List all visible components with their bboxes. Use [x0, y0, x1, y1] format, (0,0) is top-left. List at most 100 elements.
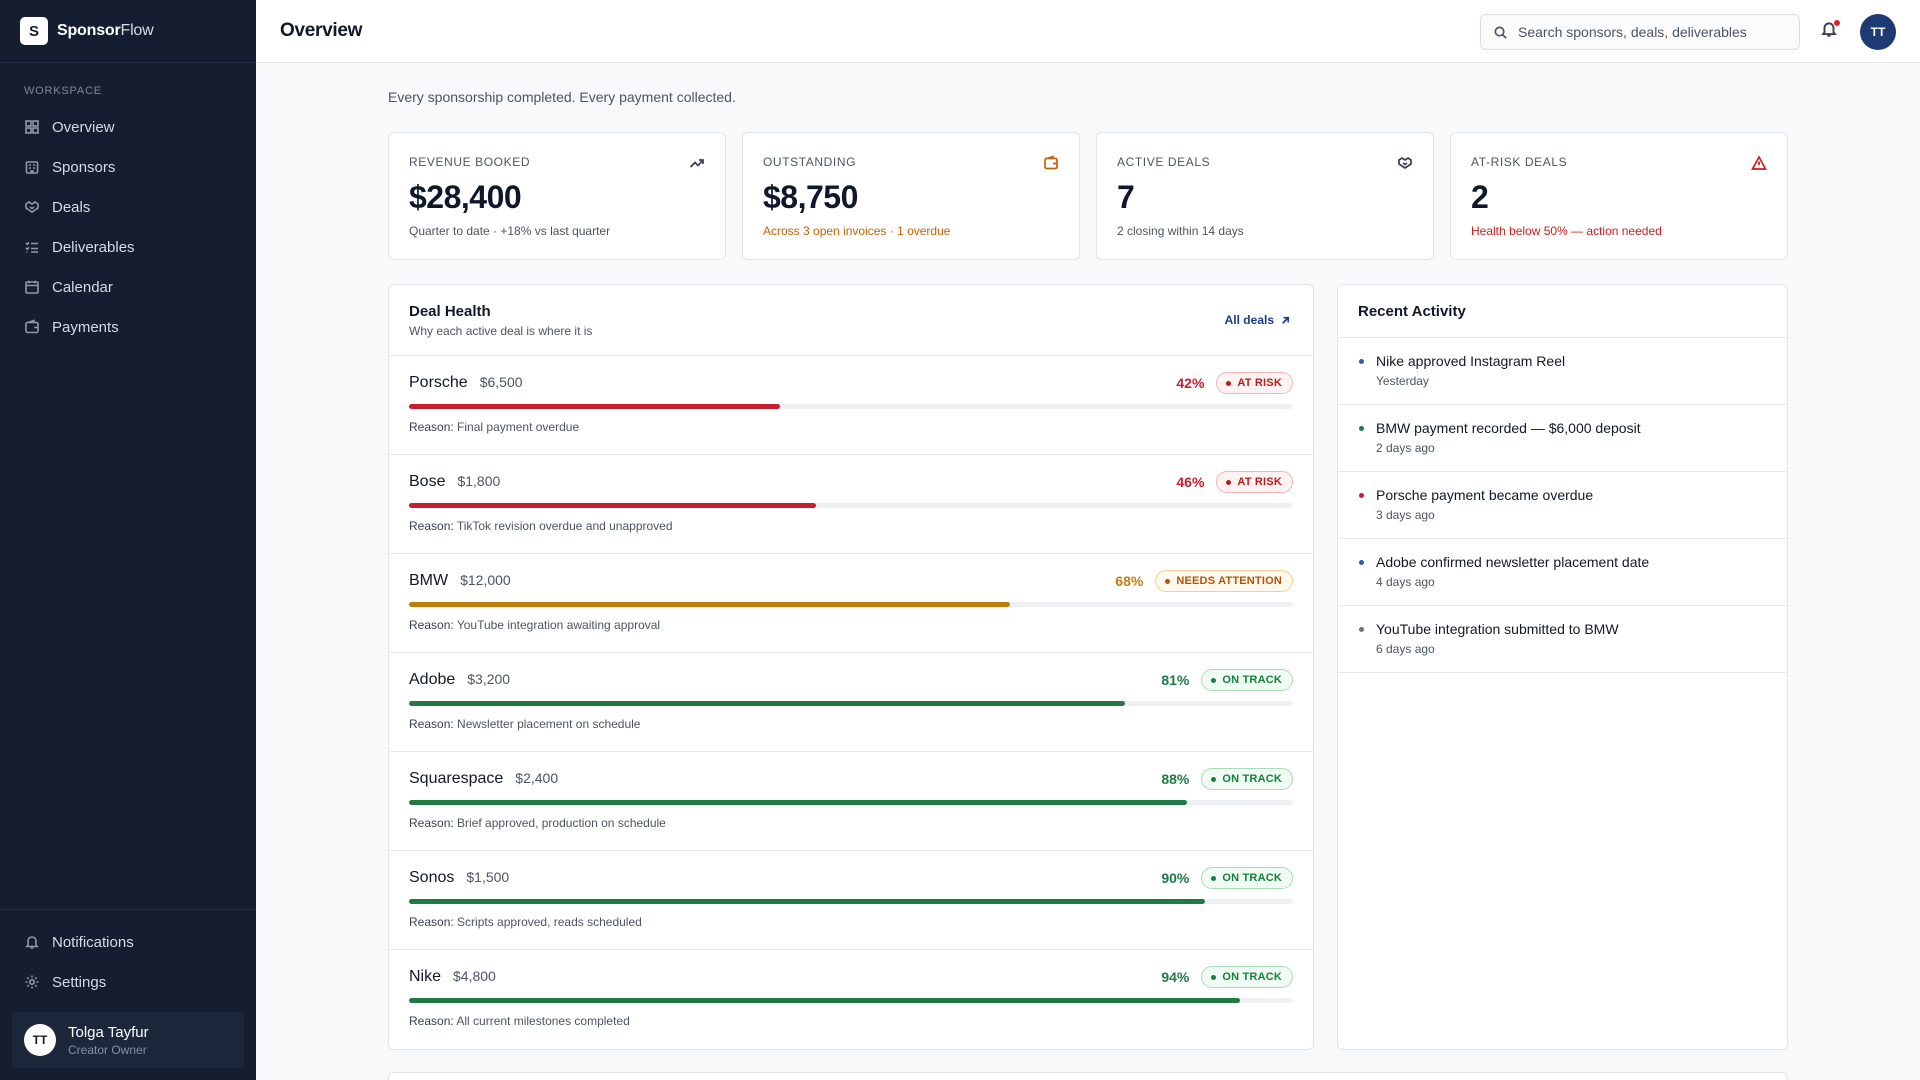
deal-reason-prefix: Reason: — [409, 420, 454, 434]
sidebar-item-settings[interactable]: Settings — [0, 962, 256, 1002]
handshake-icon — [1398, 156, 1412, 170]
activity-dot — [1359, 493, 1364, 498]
sidebar-item-deals[interactable]: Deals — [0, 187, 256, 227]
activity-list: Nike approved Instagram Reel Yesterday BMW… — [1338, 338, 1787, 673]
deal-reason-text: Brief approved, production on schedule — [457, 816, 666, 830]
sidebar-item-label: Settings — [52, 973, 107, 991]
activity-dot — [1359, 560, 1364, 565]
deal-name: Squarespace — [409, 770, 504, 787]
activity-time: 2 days ago — [1376, 441, 1435, 455]
activity-time: 4 days ago — [1376, 575, 1435, 589]
deal-top: Bose $1,800 — [409, 473, 1293, 491]
activity-time: 3 days ago — [1376, 508, 1435, 522]
sidebar-item-notifications[interactable]: Notifications — [0, 922, 256, 962]
deal-row-squarespace[interactable]: Squarespace $2,400 88% ON TRACK Reason: Brie… — [389, 752, 1313, 851]
deal-list: Porsche $6,500 42% AT RISK Reason: Final pay… — [389, 356, 1313, 1049]
stat-card-revenue-booked: Revenue Booked $28,400 Quarter to date ·… — [388, 132, 726, 260]
sidebar-item-label: Payments — [52, 318, 119, 336]
avatar: TT — [24, 1024, 56, 1056]
sidebar-item-payments[interactable]: Payments — [0, 307, 256, 347]
status-badge: ON TRACK — [1201, 669, 1293, 691]
status-badge: AT RISK — [1216, 372, 1293, 394]
deal-reason: Reason: Newsletter placement on schedule — [409, 717, 1293, 731]
health-bar-track — [409, 602, 1293, 607]
recent-activity-panel: Recent Activity Nike approved Instagram … — [1337, 284, 1788, 1050]
deal-name: Nike — [409, 968, 442, 985]
stat-value: $28,400 — [409, 179, 522, 215]
all-deals-label: All deals — [1224, 313, 1274, 327]
deal-amount: $3,200 — [467, 671, 511, 687]
sidebar-item-overview[interactable]: Overview — [0, 107, 256, 147]
deal-name: Adobe — [409, 671, 456, 688]
deal-row-nike[interactable]: Nike $4,800 94% ON TRACK Reason: All current… — [389, 950, 1313, 1049]
activity-item[interactable]: BMW payment recorded — $6,000 deposit 2 d… — [1338, 405, 1787, 472]
activity-item[interactable]: Nike approved Instagram Reel Yesterday — [1338, 338, 1787, 405]
sidebar-nav: Overview Sponsors Deals Deliverables Cal… — [0, 107, 256, 347]
sidebar-item-calendar[interactable]: Calendar — [0, 267, 256, 307]
activity-time: Yesterday — [1376, 374, 1429, 388]
deal-name: Bose — [409, 473, 446, 490]
notifications-button[interactable] — [1820, 19, 1842, 42]
handshake-icon — [25, 201, 39, 213]
search-box[interactable] — [1480, 14, 1800, 50]
deal-row-porsche[interactable]: Porsche $6,500 42% AT RISK Reason: Final pay… — [389, 356, 1313, 455]
deal-status: 88% ON TRACK — [1161, 768, 1293, 790]
health-bar-track — [409, 503, 1293, 508]
health-bar-fill — [409, 503, 816, 508]
deal-status: 94% ON TRACK — [1161, 966, 1293, 988]
page-title: Overview — [280, 20, 363, 41]
bell-icon — [25, 936, 39, 949]
deal-top: Sonos $1,500 — [409, 869, 1293, 887]
deal-status: 42% AT RISK — [1176, 372, 1293, 394]
deal-reason-text: Final payment overdue — [457, 420, 580, 434]
sidebar-bottom: Notifications Settings TT Tolga Tayfur C… — [0, 909, 256, 1080]
status-badge: ON TRACK — [1201, 867, 1293, 889]
stat-card-outstanding: Outstanding $8,750 Across 3 open invoice… — [742, 132, 1080, 260]
sidebar-item-deliverables[interactable]: Deliverables — [0, 227, 256, 267]
deal-reason-text: TikTok revision overdue and unapproved — [456, 519, 673, 533]
deal-name: Sonos — [409, 869, 455, 886]
stat-label: At-Risk Deals — [1471, 155, 1568, 169]
alert-triangle-icon — [1751, 155, 1767, 170]
deal-top: Squarespace $2,400 — [409, 770, 1293, 788]
stat-card-active-deals: Active Deals 7 2 closing within 14 days — [1096, 132, 1434, 260]
deal-reason-prefix: Reason: — [409, 1014, 454, 1028]
deal-reason: Reason: YouTube integration awaiting app… — [409, 618, 1293, 632]
health-bar-fill — [409, 701, 1126, 706]
search-input[interactable] — [1518, 24, 1788, 40]
deal-row-adobe[interactable]: Adobe $3,200 81% ON TRACK Reason: Newsletter… — [389, 653, 1313, 752]
wallet-icon — [25, 319, 39, 334]
activity-time: 6 days ago — [1376, 642, 1435, 656]
brand[interactable]: S SponsorFlow — [0, 0, 256, 63]
deal-row-bose[interactable]: Bose $1,800 46% AT RISK Reason: TikTok revis… — [389, 455, 1313, 554]
health-bar-track — [409, 998, 1293, 1003]
health-bar-fill — [409, 899, 1205, 904]
user-card[interactable]: TT Tolga Tayfur Creator Owner — [12, 1012, 244, 1068]
brand-logo: S — [20, 17, 48, 45]
deal-health-subtitle: Why each active deal is where it is — [409, 324, 593, 338]
sidebar-item-sponsors[interactable]: Sponsors — [0, 147, 256, 187]
activity-item[interactable]: Porsche payment became overdue 3 days ago — [1338, 472, 1787, 539]
status-badge: ON TRACK — [1201, 966, 1293, 988]
top-header: Overview TT — [256, 0, 1920, 63]
search-icon — [1494, 26, 1507, 39]
recent-activity-header: Recent Activity — [1338, 285, 1787, 338]
activity-item[interactable]: Adobe confirmed newsletter placement dat… — [1338, 539, 1787, 606]
calendar-icon — [25, 280, 39, 294]
deal-row-sonos[interactable]: Sonos $1,500 90% ON TRACK Reason: Scripts ap… — [389, 851, 1313, 950]
activity-dot — [1359, 359, 1364, 364]
deal-top: Porsche $6,500 — [409, 374, 1293, 392]
user-name: Tolga Tayfur — [68, 1023, 149, 1041]
arrow-up-right-icon — [1282, 316, 1290, 324]
header-avatar[interactable]: TT — [1860, 14, 1896, 50]
deal-reason-prefix: Reason: — [409, 915, 454, 929]
deal-reason: Reason: TikTok revision overdue and unap… — [409, 519, 1293, 533]
deal-reason: Reason: Scripts approved, reads schedule… — [409, 915, 1293, 929]
deal-top: Adobe $3,200 — [409, 671, 1293, 689]
deal-reason-prefix: Reason: — [409, 519, 454, 533]
activity-item[interactable]: YouTube integration submitted to BMW 6 da… — [1338, 606, 1787, 673]
deal-reason: Reason: Final payment overdue — [409, 420, 1293, 434]
deal-health-header: Deal Health Why each active deal is wher… — [389, 285, 1313, 356]
all-deals-link[interactable]: All deals — [1225, 313, 1291, 327]
deal-row-bmw[interactable]: BMW $12,000 68% NEEDS ATTENTION Reason: YouT… — [389, 554, 1313, 653]
